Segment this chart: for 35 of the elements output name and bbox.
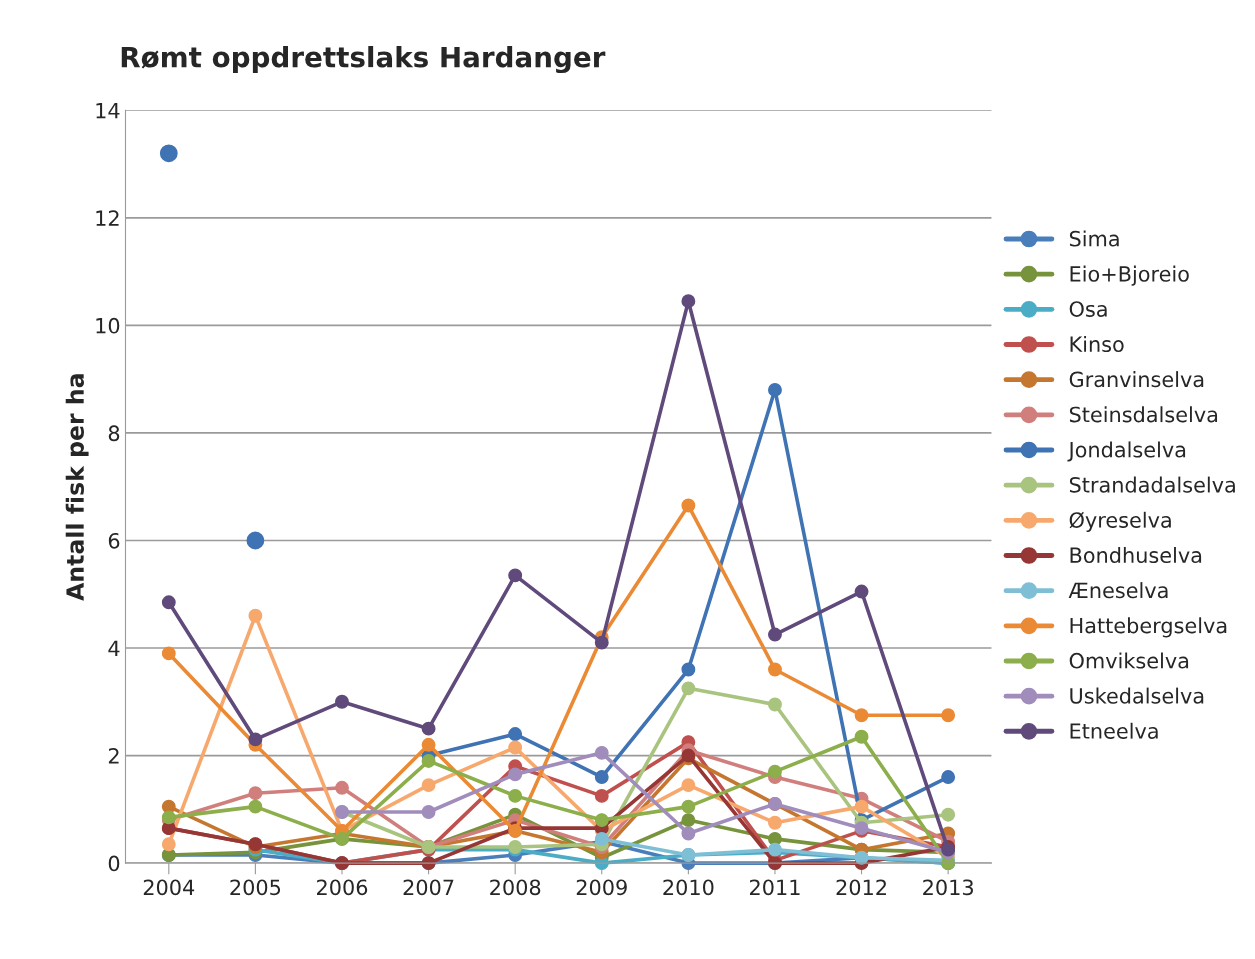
legend-label: Jondalselva [1067, 441, 1186, 462]
legend-label: Sima [1069, 230, 1119, 247]
x-tick-label: 2007 [403, 879, 454, 896]
y-tick-label: 4 [108, 640, 120, 656]
legend-label: Granvinselva [1069, 371, 1204, 388]
y-tick-label: 14 [96, 103, 120, 119]
legend-label: Eio+Bjoreio [1070, 265, 1189, 286]
x-tick-label: 2011 [749, 879, 800, 896]
x-tick-label: 2009 [576, 879, 627, 896]
y-tick-label: 8 [108, 425, 120, 442]
legend-label: Omvikselva [1069, 652, 1189, 669]
legend-label: Hattebergselva [1070, 617, 1227, 638]
y-tick-label: 12 [96, 210, 119, 226]
y-tick-label: 2 [108, 748, 119, 764]
chart-title: Rømt oppdrettslaks Hardanger [121, 46, 606, 74]
legend-label: Uskedalselva [1070, 687, 1204, 704]
y-tick-label: 0 [108, 855, 120, 872]
x-tick-label: 2013 [923, 879, 973, 896]
x-tick-label: 2006 [317, 879, 368, 896]
x-tick-label: 2004 [143, 879, 195, 896]
legend-label: Kinso [1070, 335, 1124, 353]
legend-label: Strandadalselva [1069, 476, 1235, 493]
y-axis-title: Antall fisk per ha [65, 374, 89, 601]
legend-label: Steinsdalselva [1069, 406, 1218, 423]
y-tick-label: 10 [96, 317, 120, 334]
y-tick-label: 6 [108, 532, 120, 549]
x-tick-label: 2010 [663, 879, 714, 896]
legend-label: Æneselva [1068, 582, 1168, 599]
legend-label: Etneelva [1070, 722, 1158, 739]
x-tick-label: 2008 [490, 879, 541, 896]
x-tick-label: 2012 [836, 879, 886, 896]
legend-label: Øyreselva [1069, 511, 1171, 532]
legend-label: Bondhuselva [1070, 546, 1202, 564]
x-tick-label: 2005 [230, 879, 281, 896]
legend-label: Osa [1069, 301, 1107, 317]
